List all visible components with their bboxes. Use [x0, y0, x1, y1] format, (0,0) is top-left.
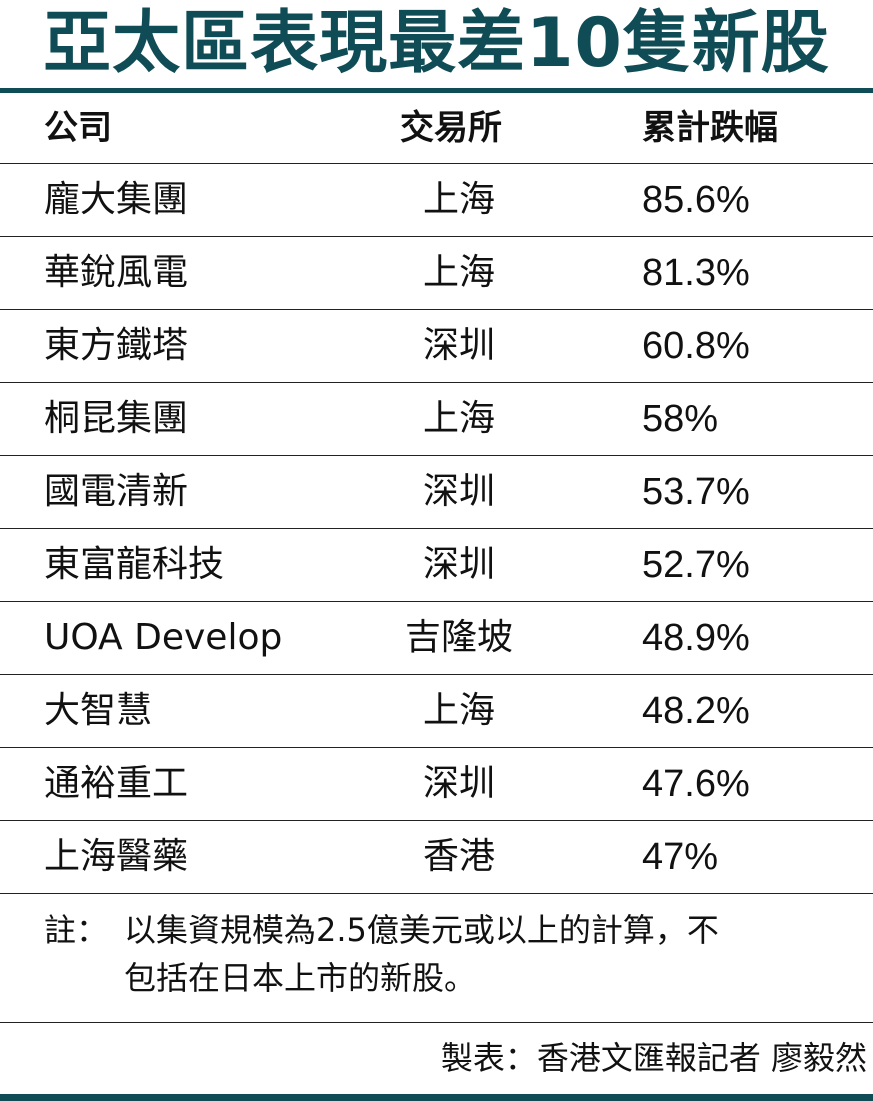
- footnote-line-2: 包括在日本上市的新股。: [124, 959, 477, 997]
- exchange-cell: 上海: [422, 252, 495, 293]
- company-cell: 上海醫藥: [44, 836, 189, 877]
- source-credit: 製表：香港文匯報記者 廖毅然: [440, 1039, 867, 1077]
- exchange-cell: 深圳: [422, 325, 495, 366]
- drop-cell: 47.6%: [642, 763, 750, 805]
- company-cell: 東方鐵塔: [44, 325, 189, 366]
- exchange-cell: 上海: [422, 398, 495, 439]
- drop-cell: 81.3%: [642, 252, 750, 294]
- header-exchange: 交易所: [400, 108, 502, 148]
- drop-cell: 52.7%: [642, 544, 750, 586]
- table-body: 龐大集團 上海 85.6% 華銳風電 上海 81.3% 東方鐵塔 深圳 60.8…: [0, 164, 873, 894]
- company-cell: 東富龍科技: [44, 544, 225, 585]
- drop-cell: 48.9%: [642, 617, 750, 659]
- exchange-cell: 香港: [422, 836, 495, 877]
- header-drop: 累計跌幅: [642, 108, 778, 148]
- table-row: UOA Develop 吉隆坡 48.9%: [0, 602, 873, 675]
- drop-cell: 53.7%: [642, 471, 750, 513]
- company-cell: UOA Develop: [44, 617, 283, 658]
- table-row: 東富龍科技 深圳 52.7%: [0, 529, 873, 602]
- company-cell: 桐昆集團: [44, 398, 189, 439]
- drop-cell: 85.6%: [642, 179, 750, 221]
- table-row: 龐大集團 上海 85.6%: [0, 164, 873, 237]
- company-cell: 通裕重工: [44, 763, 189, 804]
- table-row: 桐昆集團 上海 58%: [0, 383, 873, 456]
- drop-cell: 60.8%: [642, 325, 750, 367]
- footnote-line-1: 以集資規模為2.5億美元或以上的計算，不: [124, 911, 719, 949]
- table-row: 國電清新 深圳 53.7%: [0, 456, 873, 529]
- bottom-rule: [0, 1094, 873, 1101]
- company-cell: 國電清新: [44, 471, 189, 512]
- exchange-cell: 吉隆坡: [404, 617, 513, 658]
- table-row: 東方鐵塔 深圳 60.8%: [0, 310, 873, 383]
- drop-cell: 48.2%: [642, 690, 750, 732]
- exchange-cell: 上海: [422, 690, 495, 731]
- table-row: 大智慧 上海 48.2%: [0, 675, 873, 748]
- exchange-cell: 深圳: [422, 544, 495, 585]
- table-header: 公司 交易所 累計跌幅: [0, 93, 873, 164]
- drop-cell: 47%: [642, 836, 719, 878]
- footnote: 註： 以集資規模為2.5億美元或以上的計算，不 包括在日本上市的新股。: [0, 890, 873, 1023]
- drop-cell: 58%: [642, 398, 719, 440]
- company-cell: 大智慧: [44, 690, 153, 731]
- top-rule: [0, 88, 873, 93]
- company-cell: 華銳風電: [44, 252, 189, 293]
- header-company: 公司: [44, 108, 112, 148]
- table-row: 通裕重工 深圳 47.6%: [0, 748, 873, 821]
- table-row: 華銳風電 上海 81.3%: [0, 237, 873, 310]
- page-title: 亞太區表現最差10隻新股: [43, 4, 830, 83]
- exchange-cell: 上海: [422, 179, 495, 220]
- exchange-cell: 深圳: [422, 471, 495, 512]
- table-row: 上海醫藥 香港 47%: [0, 821, 873, 894]
- exchange-cell: 深圳: [422, 763, 495, 804]
- footnote-label: 註：: [44, 911, 109, 949]
- company-cell: 龐大集團: [44, 179, 189, 220]
